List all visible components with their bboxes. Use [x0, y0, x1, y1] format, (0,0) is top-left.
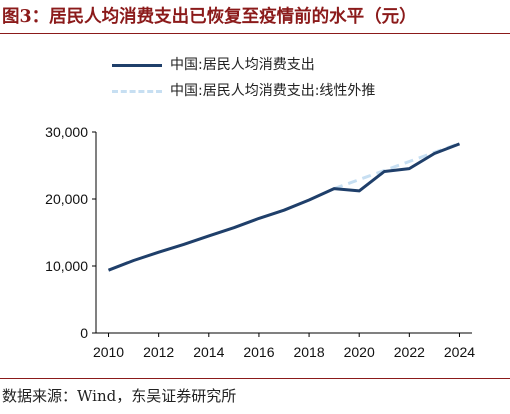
legend-label-actual: 中国:居民人均消费支出 — [170, 57, 315, 73]
y-tick-label: 0 — [80, 325, 88, 341]
y-tick-label: 20,000 — [45, 191, 88, 207]
legend-swatch-solid — [112, 64, 162, 67]
x-tick-label: 2012 — [143, 344, 174, 360]
legend-swatch-dashed — [112, 90, 162, 93]
legend-label-trend: 中国:居民人均消费支出:线性外推 — [170, 83, 376, 99]
figure-title: 图3：居民人均消费支出已恢复至疫情前的水平（元） — [0, 0, 510, 34]
source-note: 数据来源：Wind，东吴证券研究所 — [0, 378, 510, 414]
axes: 0 10,000 20,000 30,000 2010 2012 2014 2016 2018 2… — [45, 124, 475, 360]
series-line-actual — [107, 142, 461, 272]
x-tick-label: 2018 — [293, 344, 324, 360]
x-tick-label: 2010 — [93, 344, 124, 360]
y-tick-label: 30,000 — [45, 124, 88, 140]
x-tick-label: 2020 — [344, 344, 375, 360]
y-tick-label: 10,000 — [45, 258, 88, 274]
x-tick-label: 2014 — [193, 344, 224, 360]
series-layer — [107, 141, 461, 272]
x-tick-label: 2024 — [444, 344, 475, 360]
x-tick-label: 2022 — [394, 344, 425, 360]
x-tick-label: 2016 — [243, 344, 274, 360]
